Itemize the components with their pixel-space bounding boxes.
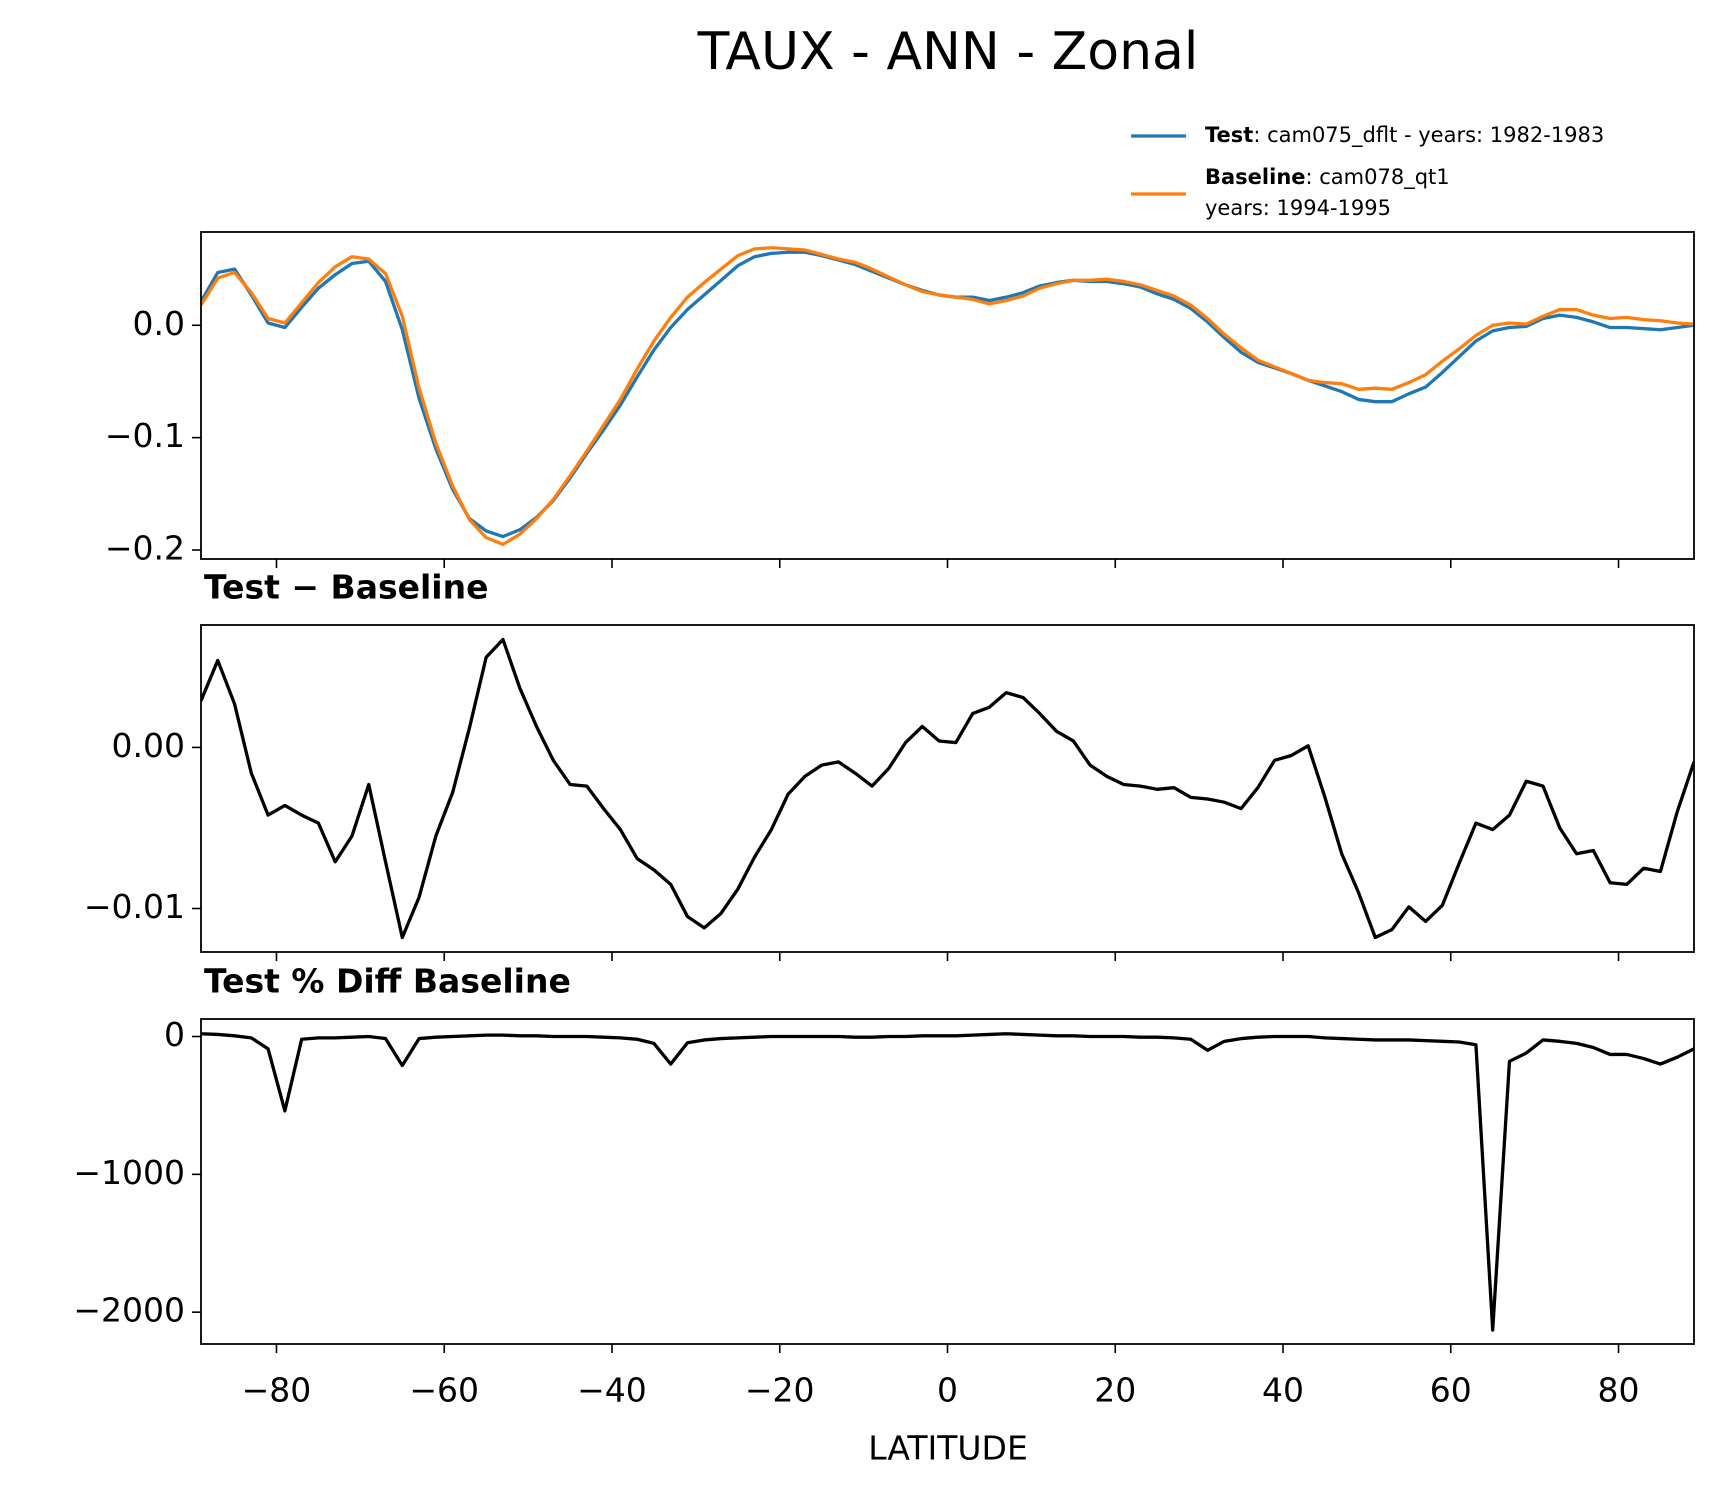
y-tick-label: −0.01 (84, 887, 185, 926)
subplot-title: Test − Baseline (204, 568, 489, 607)
x-tick-label: 80 (1598, 1371, 1640, 1410)
axes-frame (200, 231, 1695, 560)
legend-text: : cam078_qt1 (1306, 165, 1450, 190)
y-tick-label: 0 (164, 1015, 185, 1054)
axes-frame (200, 1018, 1695, 1345)
x-axis-label: LATITUDE (868, 1429, 1028, 1468)
subplot-title: Test % Diff Baseline (204, 962, 571, 1001)
x-tick-label: 20 (1094, 1371, 1136, 1410)
data-line (201, 1032, 1694, 1332)
x-tick-label: −40 (577, 1371, 647, 1410)
y-tick-label: 0.00 (112, 726, 185, 765)
y-tick-label: −0.1 (105, 416, 185, 455)
legend-text: years: 1994-1995 (1205, 196, 1391, 220)
data-line (201, 637, 1694, 940)
legend-text: : cam075_dflt - years: 1982-1983 (1253, 123, 1604, 148)
data-line (201, 246, 1694, 547)
legend-label: Baseline: cam078_qt1 (1205, 165, 1450, 190)
x-tick-label: 0 (937, 1371, 958, 1410)
x-tick-label: −80 (242, 1371, 312, 1410)
axes-frame (200, 624, 1695, 953)
x-tick-label: 60 (1430, 1371, 1472, 1410)
x-tick-label: −20 (745, 1371, 815, 1410)
x-tick-label: −60 (409, 1371, 479, 1410)
y-tick-label: −2000 (73, 1291, 185, 1330)
legend-label: Test: cam075_dflt - years: 1982-1983 (1205, 123, 1604, 148)
figure-title: TAUX - ANN - Zonal (697, 22, 1199, 82)
y-tick-label: 0.0 (133, 304, 185, 343)
legend-name: Test (1205, 123, 1253, 147)
legend-name: Baseline (1205, 165, 1306, 189)
x-tick-label: 40 (1262, 1371, 1304, 1410)
y-tick-label: −1000 (73, 1153, 185, 1192)
y-tick-label: −0.2 (105, 529, 185, 568)
